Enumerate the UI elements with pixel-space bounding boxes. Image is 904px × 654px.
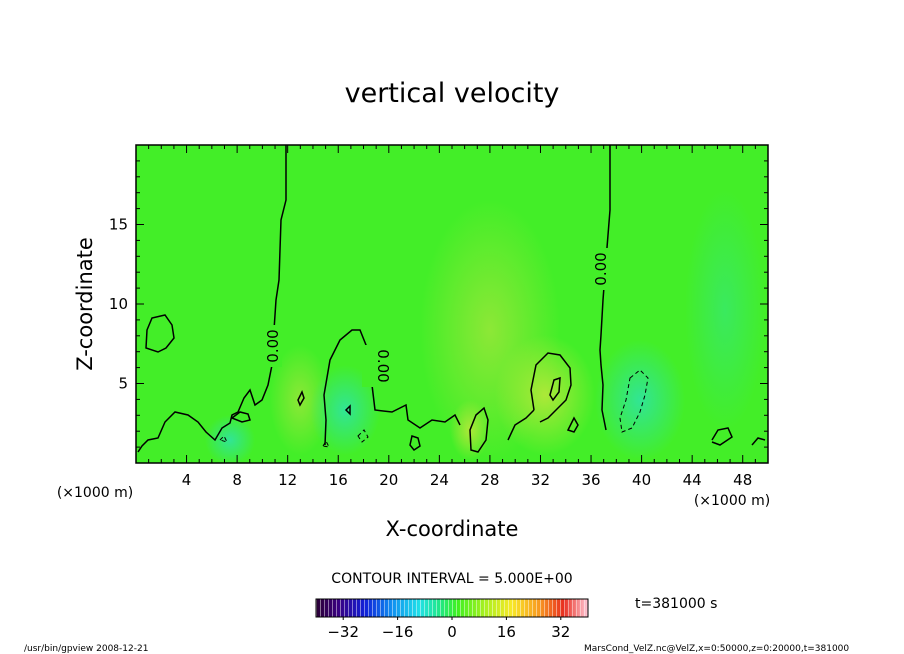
- x-tick-label: 24: [430, 471, 449, 489]
- x-tick-label: 20: [379, 471, 398, 489]
- x-tick-label: 28: [480, 471, 499, 489]
- colorbar-tick-label: −32: [327, 623, 359, 641]
- zero-contours: [137, 145, 766, 453]
- field-cool-region: [685, 190, 765, 430]
- y-tick-label: 15: [109, 216, 128, 234]
- colorbar-hatch: [316, 599, 588, 617]
- contour-interval: CONTOUR INTERVAL = 5.000E+00: [331, 571, 572, 587]
- y-tick-label: 5: [118, 375, 128, 393]
- x-tick-label: 44: [683, 471, 702, 489]
- chart-title: vertical velocity: [345, 78, 560, 109]
- x-unit-left: (×1000 m): [57, 485, 133, 501]
- footer-right: MarsCond_VelZ.nc@VelZ,x=0:50000,z=0:2000…: [584, 644, 849, 654]
- x-tick-label: 36: [581, 471, 600, 489]
- x-axis-label: X-coordinate: [386, 517, 519, 541]
- contour-label-bg: [262, 325, 282, 367]
- x-tick-label: 8: [232, 471, 242, 489]
- x-tick-label: 32: [531, 471, 550, 489]
- footer-left: /usr/bin/gpview 2008-12-21: [24, 644, 148, 654]
- contour-label: 0.00: [592, 252, 610, 285]
- y-tick-label: 10: [109, 295, 128, 313]
- contour-label-bg: [590, 248, 610, 290]
- field-cool-region: [595, 340, 685, 460]
- time-label: t=381000 s: [635, 596, 717, 612]
- x-tick-label: 40: [632, 471, 651, 489]
- field-cool-region: [205, 415, 255, 463]
- colorbar-tick-label: 0: [447, 623, 457, 641]
- colorbar-tick-label: −16: [382, 623, 414, 641]
- x-tick-label: 4: [182, 471, 192, 489]
- colorbar-ticks: −32 −16 0 16 32: [327, 617, 570, 641]
- contour-labels: 0.00 0.00 0.00: [262, 248, 610, 387]
- contour-label-bg: [362, 345, 382, 387]
- x-tick-label: 12: [278, 471, 297, 489]
- x-axis: 4 8 12 16 20 24 28 32 36 40 44 48: [148, 145, 756, 489]
- negative-contours: [219, 369, 649, 448]
- y-axis-label: Z-coordinate: [73, 237, 97, 371]
- y-axis: 5 10 15: [109, 160, 768, 448]
- x-tick-label: 48: [733, 471, 752, 489]
- x-unit-right: (×1000 m): [694, 493, 770, 509]
- plot-area: 0.00 0.00 0.00: [136, 145, 768, 463]
- colorbar-tick-label: 32: [551, 623, 570, 641]
- contour-label: 0.00: [264, 329, 282, 362]
- colorbar: [315, 598, 589, 618]
- contour-label: 0.00: [374, 349, 392, 382]
- x-tick-label: 16: [329, 471, 348, 489]
- colorbar-tick-label: 16: [497, 623, 516, 641]
